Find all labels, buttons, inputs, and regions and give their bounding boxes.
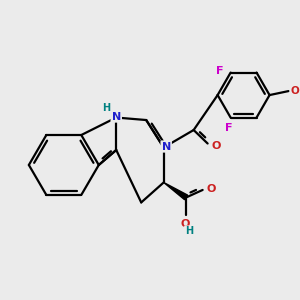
- Text: O: O: [181, 219, 190, 229]
- Text: O: O: [291, 86, 299, 96]
- Text: H: H: [185, 226, 193, 236]
- Text: N: N: [112, 112, 121, 122]
- Text: H: H: [102, 103, 110, 113]
- Polygon shape: [164, 182, 188, 200]
- Text: F: F: [225, 122, 232, 133]
- Text: O: O: [206, 184, 216, 194]
- Text: O: O: [212, 140, 221, 151]
- Text: N: N: [162, 142, 171, 152]
- Text: F: F: [216, 66, 224, 76]
